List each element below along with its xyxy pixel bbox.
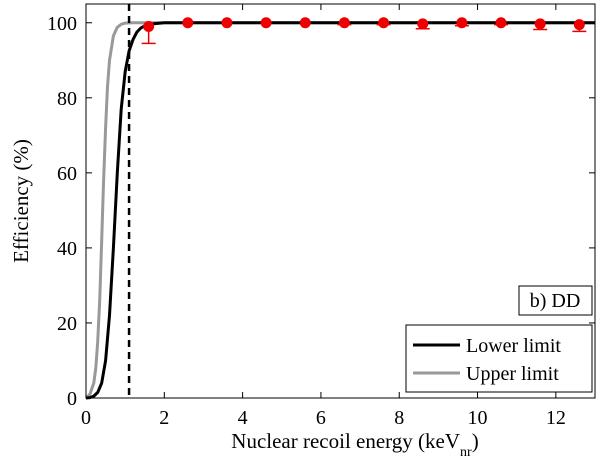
x-tick-label: 8 [394, 407, 404, 429]
y-axis-title: Efficiency (%) [9, 139, 33, 263]
data-point [534, 18, 546, 30]
panel-label-box: b) DD [518, 285, 593, 316]
y-tick-label: 80 [57, 88, 77, 110]
legend-label-lower: Lower limit [466, 335, 561, 357]
x-axis-title-subscript: nr [460, 445, 472, 460]
x-tick-label: 2 [159, 407, 169, 429]
panel-label: b) DD [530, 290, 581, 312]
axis-ticks: 0 2 4 6 8 10 12 0 20 40 60 80 100 [47, 4, 595, 429]
y-tick-label: 20 [57, 313, 77, 335]
data-point [417, 18, 429, 30]
x-tick-label: 0 [81, 407, 91, 429]
data-point [299, 17, 311, 29]
x-tick-label: 10 [468, 407, 488, 429]
x-tick-label: 4 [238, 407, 248, 429]
data-point [456, 17, 468, 29]
data-point [143, 21, 155, 33]
y-tick-label: 100 [47, 13, 77, 35]
plot-frame [85, 3, 596, 399]
x-axis-title-close: ) [472, 429, 479, 453]
y-tick-label: 60 [57, 163, 77, 185]
x-axis-title-main: Nuclear recoil energy (keV [231, 429, 460, 453]
data-point [573, 19, 585, 31]
x-tick-label: 6 [316, 407, 326, 429]
y-tick-label: 40 [57, 238, 77, 260]
data-points [141, 17, 587, 45]
series-line-1 [86, 21, 595, 400]
legend: Lower limit Upper limit [405, 324, 593, 393]
data-point [495, 17, 507, 29]
x-axis-title: Nuclear recoil energy (keVnr) [231, 429, 478, 460]
y-tick-label: 0 [67, 388, 77, 410]
data-point [378, 17, 390, 29]
data-point [221, 17, 233, 29]
data-point [338, 17, 350, 29]
x-tick-label: 12 [546, 407, 566, 429]
legend-label-upper: Upper limit [466, 363, 559, 385]
legend-box [405, 324, 593, 393]
data-point [260, 17, 272, 29]
data-point [182, 17, 194, 29]
